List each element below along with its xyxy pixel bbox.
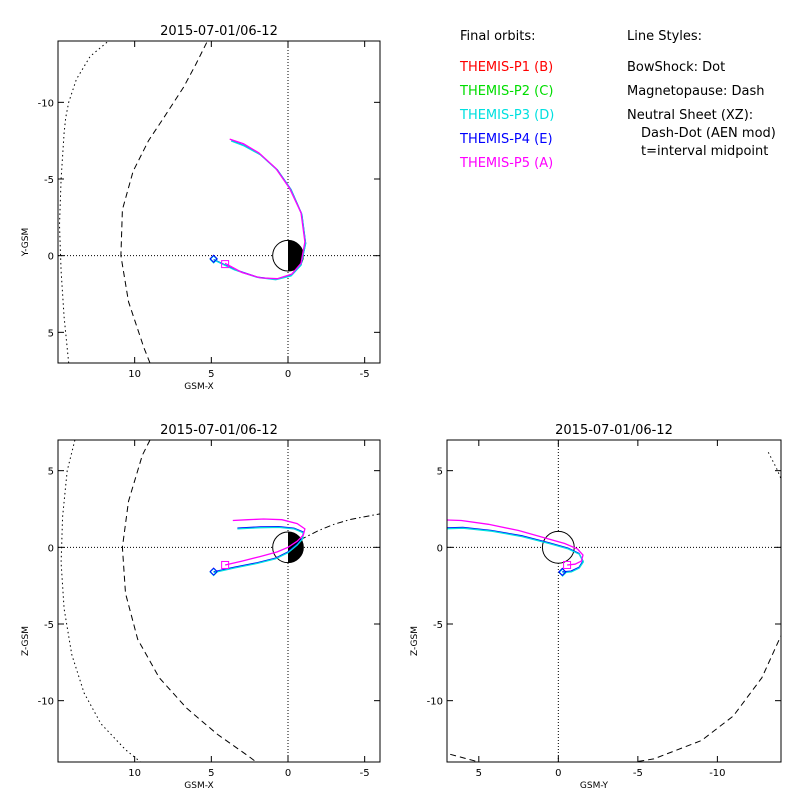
y-tick-label: -10 xyxy=(38,697,54,708)
legend-styles-heading: Line Styles: xyxy=(627,29,702,44)
y-tick-label: 0 xyxy=(48,543,54,554)
panel-xz: 2015-07-01/06-12 10 5 0 -5 5 0 -5 -10 GSM-X Z-GSM xyxy=(21,423,381,791)
legend-style-neutral-sheet: Neutral Sheet (XZ): xyxy=(627,108,753,123)
plot-frame xyxy=(446,439,782,763)
x-tick-label: 10 xyxy=(128,369,141,380)
neutral-sheet-curve xyxy=(300,513,380,541)
legend: Final orbits: THEMIS-P1 (B) THEMIS-P2 (C)… xyxy=(459,29,776,171)
orbit-series-1 xyxy=(447,527,585,574)
legend-style-magnetopause: Magnetopause: Dash xyxy=(627,84,764,99)
y-axis-label: Z-GSM xyxy=(21,626,31,656)
x-tick-label: -10 xyxy=(709,768,725,779)
legend-orbits-heading: Final orbits: xyxy=(460,29,536,44)
x-tick-label: 0 xyxy=(285,768,291,779)
orbit-series-1 xyxy=(213,526,305,574)
x-tick-label: 10 xyxy=(128,768,141,779)
marker-diamond xyxy=(558,567,567,577)
y-tick-label: -5 xyxy=(433,620,443,631)
y-tick-label: -10 xyxy=(427,697,443,708)
panel-yz: 2015-07-01/06-12 5 0 -5 -10 5 0 -5 -10 GSM-Y Z-GSM xyxy=(410,423,782,791)
legend-probe-1: THEMIS-P1 (B) xyxy=(459,60,553,75)
marker-diamond xyxy=(209,567,218,576)
legend-style-dashdot: Dash-Dot (AEN mod) xyxy=(641,126,776,141)
panel-title: 2015-07-01/06-12 xyxy=(160,423,278,438)
panel-title: 2015-07-01/06-12 xyxy=(160,24,278,39)
magnetopause-curve xyxy=(121,440,258,762)
earth-night-side xyxy=(288,240,304,271)
panel-title: 2015-07-01/06-12 xyxy=(555,423,673,438)
panel-xy: 2015-07-01/06-12 10 5 0 -5 5 0 -5 -10 GSM-X Y-GSM xyxy=(21,24,381,392)
legend-style-midpoint: t=interval midpoint xyxy=(641,144,768,159)
x-axis-label: GSM-X xyxy=(184,781,213,791)
plot-frame xyxy=(57,40,381,364)
magnetopause-curve xyxy=(450,634,781,762)
y-tick-label: 5 xyxy=(437,467,443,478)
y-tick-label: 0 xyxy=(437,543,443,554)
bowshock-curve xyxy=(58,41,110,363)
orbit-series-2 xyxy=(224,518,306,566)
y-axis-label: Y-GSM xyxy=(21,228,31,257)
marker-square xyxy=(563,560,572,569)
x-axis-label: GSM-X xyxy=(184,382,213,392)
legend-probe-5: THEMIS-P5 (A) xyxy=(459,156,553,171)
marker-diamond xyxy=(209,255,218,264)
y-tick-label: 5 xyxy=(48,467,54,478)
x-tick-label: 5 xyxy=(208,369,214,380)
legend-style-bowshock: BowShock: Dot xyxy=(627,60,725,75)
legend-probe-2: THEMIS-P2 (C) xyxy=(459,84,553,99)
x-tick-label: 5 xyxy=(208,768,214,779)
marker-square xyxy=(221,560,230,569)
legend-probe-3: THEMIS-P3 (D) xyxy=(459,108,554,123)
y-tick-label: -5 xyxy=(44,620,54,631)
bowshock-curve xyxy=(60,440,142,762)
x-tick-label: -5 xyxy=(360,768,370,779)
bowshock-curve xyxy=(767,452,781,480)
orbit-series-2 xyxy=(447,519,584,566)
y-tick-label: 5 xyxy=(48,328,54,339)
legend-probe-4: THEMIS-P4 (E) xyxy=(459,132,553,147)
x-tick-label: 0 xyxy=(285,369,291,380)
y-tick-label: -5 xyxy=(44,175,54,186)
marker-diamond xyxy=(209,254,218,263)
y-tick-label: 0 xyxy=(48,252,54,263)
y-axis-label: Z-GSM xyxy=(410,626,420,656)
earth-icon xyxy=(541,530,575,564)
marker-square xyxy=(221,260,230,269)
x-tick-label: -5 xyxy=(633,768,643,779)
plot-frame xyxy=(57,439,381,763)
y-tick-label: -10 xyxy=(38,98,54,109)
x-tick-label: -5 xyxy=(360,369,370,380)
orbit-series-0 xyxy=(447,526,584,573)
orbit-series-2 xyxy=(224,138,306,280)
x-tick-label: 5 xyxy=(476,768,482,779)
x-tick-label: 0 xyxy=(555,768,561,779)
x-axis-label: GSM-Y xyxy=(580,781,609,791)
magnetopause-curve xyxy=(120,41,209,363)
